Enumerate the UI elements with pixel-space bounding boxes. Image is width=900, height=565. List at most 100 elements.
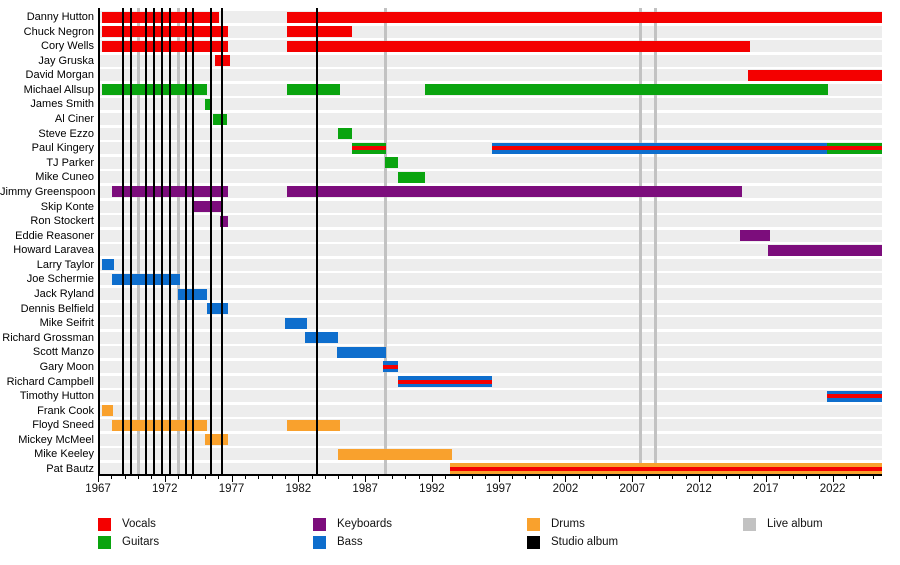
member-name-label: Timothy Hutton	[19, 390, 94, 403]
member-tenure-bar	[206, 303, 229, 315]
axis-minor-tick	[405, 475, 407, 479]
axis-major-tick	[98, 475, 99, 482]
legend-label: Live album	[767, 518, 823, 530]
member-name-label: Richard Grossman	[2, 331, 94, 344]
member-tenure-bar	[102, 26, 229, 38]
axis-minor-tick	[578, 475, 580, 479]
axis-minor-tick	[151, 475, 153, 479]
member-name-label: Howard Laravea	[13, 244, 94, 257]
member-tenure-bar	[286, 26, 352, 38]
member-name-label: Gary Moon	[39, 360, 94, 373]
axis-minor-tick	[512, 475, 514, 479]
studio-album-legend-swatch	[527, 536, 540, 549]
axis-minor-tick	[845, 475, 847, 479]
secondary-role-stripe	[449, 466, 882, 471]
axis-minor-tick	[725, 475, 727, 479]
row-stripe	[98, 404, 882, 417]
studio-album-line	[221, 8, 224, 474]
axis-minor-tick	[779, 475, 781, 479]
legend-label: Studio album	[551, 536, 619, 548]
axis-tick-label: 2022	[819, 483, 846, 495]
bass-legend-swatch	[313, 536, 326, 549]
member-name-label: Joe Schermie	[26, 273, 94, 286]
axis-minor-tick	[418, 475, 420, 479]
axis-minor-tick	[258, 475, 260, 479]
member-tenure-bar	[827, 390, 882, 402]
axis-major-tick	[765, 475, 767, 482]
axis-tick-label: 2017	[753, 483, 779, 495]
member-name-label: Mike Keeley	[34, 448, 94, 461]
studio-album-line	[153, 8, 156, 474]
studio-album-line	[121, 8, 124, 474]
live-album-line	[176, 8, 180, 474]
axis-minor-tick	[658, 475, 660, 479]
member-tenure-bar	[337, 448, 452, 460]
row-stripe	[98, 156, 882, 169]
row-stripe	[98, 346, 882, 359]
axis-minor-tick	[178, 475, 180, 479]
studio-album-line	[191, 8, 194, 474]
member-tenure-bar	[385, 157, 398, 169]
studio-album-line	[316, 8, 319, 474]
member-tenure-bar	[286, 419, 340, 431]
axis-tick-label: 1987	[352, 483, 378, 495]
row-stripe	[98, 288, 882, 301]
row-stripe	[98, 258, 882, 271]
member-tenure-bar	[449, 463, 882, 475]
axis-minor-tick	[325, 475, 327, 479]
axis-minor-tick	[672, 475, 674, 479]
member-name-label: Jay Gruska	[38, 54, 94, 67]
axis-minor-tick	[712, 475, 714, 479]
axis-minor-tick	[792, 475, 794, 479]
axis-minor-tick	[351, 475, 353, 479]
row-stripe	[98, 244, 882, 257]
secondary-role-stripe	[827, 394, 882, 399]
axis-minor-tick	[271, 475, 273, 479]
member-name-label: Frank Cook	[37, 404, 94, 417]
axis-minor-tick	[538, 475, 540, 479]
row-stripe	[98, 302, 882, 315]
member-tenure-bar	[425, 84, 828, 96]
x-axis-line	[98, 474, 882, 476]
live-album-line	[638, 8, 642, 474]
axis-tick-label: 2002	[552, 483, 579, 495]
member-name-label: Ron Stockert	[30, 215, 94, 228]
row-stripe	[98, 360, 882, 373]
axis-minor-tick	[338, 475, 340, 479]
studio-album-line	[185, 8, 188, 474]
row-stripe	[98, 200, 882, 213]
member-name-label: Chuck Negron	[23, 25, 94, 38]
member-name-label: Michael Allsup	[23, 83, 94, 96]
legend-label: Keyboards	[337, 518, 392, 530]
member-name-label: Al Ciner	[54, 113, 94, 126]
member-name-label: Jack Ryland	[34, 288, 94, 301]
axis-minor-tick	[618, 475, 620, 479]
y-axis-line	[98, 8, 100, 474]
row-stripe	[98, 229, 882, 242]
member-tenure-bar	[351, 142, 387, 154]
axis-minor-tick	[525, 475, 527, 479]
axis-minor-tick	[311, 475, 313, 479]
member-tenure-bar	[827, 142, 882, 154]
member-tenure-bar	[204, 98, 213, 110]
guitars-legend-swatch	[98, 536, 111, 549]
member-tenure-bar	[767, 244, 882, 256]
legend-label: Bass	[337, 536, 363, 548]
member-name-label: Pat Bautz	[46, 462, 94, 475]
axis-minor-tick	[605, 475, 607, 479]
member-name-label: Skip Konte	[40, 200, 94, 213]
row-stripe	[98, 390, 882, 403]
live-album-line	[383, 8, 387, 474]
row-stripe	[98, 433, 882, 446]
row-stripe	[98, 127, 882, 140]
row-stripe	[98, 273, 882, 286]
member-name-label: Jimmy Greenspoon	[0, 185, 96, 198]
axis-tick-label: 1967	[85, 483, 111, 495]
axis-tick-label: 2007	[619, 483, 646, 495]
member-name-label: Dennis Belfield	[20, 302, 94, 315]
member-tenure-bar	[397, 171, 426, 183]
member-name-label: Mike Seifrit	[39, 317, 94, 330]
member-tenure-bar	[383, 361, 398, 373]
member-tenure-bar	[112, 419, 207, 431]
axis-major-tick	[164, 475, 166, 482]
